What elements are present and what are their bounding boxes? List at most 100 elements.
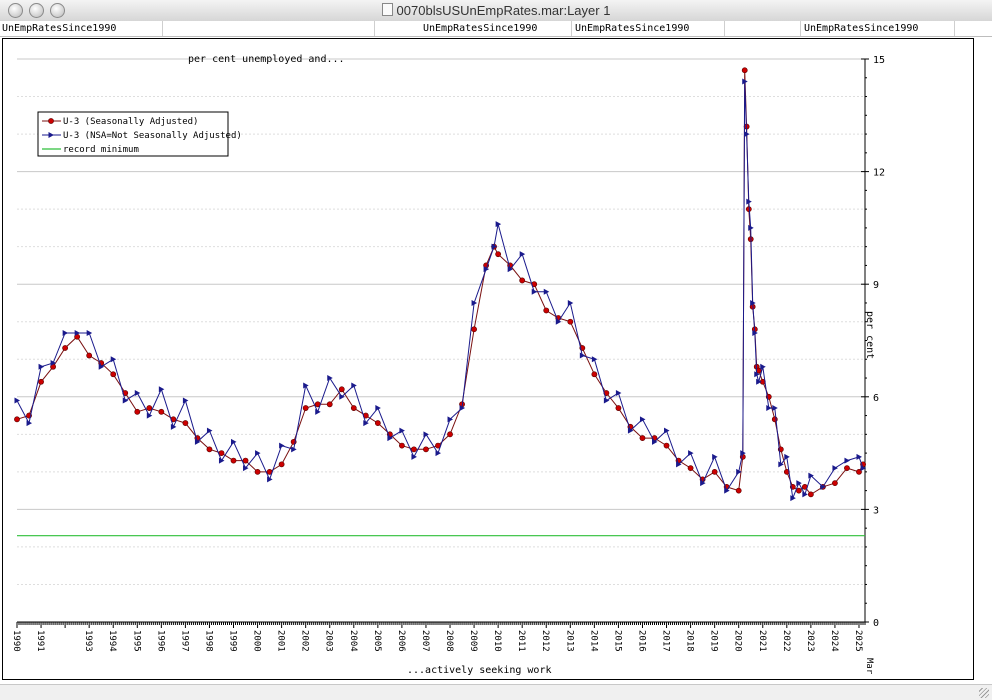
header-cell[interactable] [726,21,801,36]
data-point [754,371,760,378]
data-point [387,435,393,442]
x-tick-label: 2018 [685,630,695,652]
data-point [491,243,498,250]
header-cell[interactable]: UnEmpRatesSince1990 [421,21,572,36]
zoom-window-button[interactable] [50,3,65,18]
data-point [712,453,718,460]
x-tick-label: 1998 [203,630,213,652]
data-point [62,345,69,351]
data-point [844,457,850,464]
data-point [350,405,357,411]
legend: U-3 (Seasonally Adjusted) U-3 (NSA=Not Se… [37,111,242,157]
x-tick-label: 2001 [276,630,286,652]
data-point [302,405,309,411]
header-cell[interactable]: UnEmpRatesSince1990 [573,21,725,36]
x-axis-label: ...actively seeking work [407,665,552,676]
x-tick-label: 2006 [396,630,406,652]
resize-grip-icon[interactable] [979,688,989,698]
data-point [26,420,33,427]
data-point [206,446,213,453]
minimize-window-button[interactable] [29,3,44,18]
x-tick-label: 2009 [468,630,478,652]
data-point [856,468,862,475]
y-tick-label: 0 [873,618,879,629]
data-point [291,446,297,453]
y-tick-label: 9 [873,280,879,291]
data-point [742,78,748,85]
data-point [808,472,814,479]
document-icon [381,3,393,16]
data-point [375,405,381,412]
header-cell[interactable]: UnEmpRatesSince1990 [802,21,955,36]
data-point [278,461,285,468]
data-point [615,405,622,411]
data-point [543,307,550,314]
data-point [531,288,538,295]
data-point [399,442,405,449]
x-tick-label: 2024 [829,630,839,652]
data-point [736,468,742,475]
data-point [50,360,57,367]
x-tick-label: 2023 [805,630,815,652]
x-tick-label: 2011 [516,630,526,652]
data-point [591,356,598,363]
data-point [724,487,730,494]
window-titlebar[interactable]: 0070blsUSUnEmpRates.mar:Layer 1 [0,0,992,22]
x-tick-label: 2016 [636,630,646,652]
data-point [519,251,526,258]
data-point [242,457,249,464]
data-point [820,483,826,490]
x-tick-label: 2025 [853,630,863,652]
data-point [688,450,694,457]
header-cell[interactable] [165,21,375,36]
data-point [327,375,333,382]
data-point [170,423,177,430]
y-axis: 0 3 6 9 12 15 [861,55,885,629]
data-point [86,352,93,359]
data-point [627,427,634,434]
data-point [231,438,237,445]
data-point [735,487,742,494]
header-cell[interactable]: UnEmpRatesSince1990 [0,21,163,36]
data-point [519,277,526,284]
data-point [555,318,562,325]
x-tick-label: 2008 [444,630,454,652]
x-tick-label: 2013 [564,630,574,652]
data-point [711,468,718,475]
data-point [663,442,670,449]
x-tick-label: 1991 [35,630,45,652]
data-point [86,329,93,336]
data-point [750,299,756,306]
data-point [495,251,502,258]
x-tick-label: 1996 [155,630,165,652]
data-point [182,397,189,404]
x-tick-label: 1995 [131,630,141,652]
data-point [744,131,750,138]
chart-title: per cent unemployed and... [188,54,345,65]
y-tick-label: 12 [873,168,885,179]
close-window-button[interactable] [8,3,23,18]
legend-box [37,111,229,157]
data-point [615,390,622,397]
data-point [146,412,153,419]
data-point [74,329,81,336]
data-point [338,386,345,393]
window-title-wrap: 0070blsUSUnEmpRates.mar:Layer 1 [0,3,992,18]
data-point [740,450,746,457]
data-point [652,438,658,445]
x-end-label: Mar [864,658,874,675]
data-point [447,416,454,423]
data-point [158,386,165,393]
x-tick-label: 2020 [733,630,743,652]
data-point [507,266,514,273]
data-point [435,450,441,457]
x-tick-label: 2003 [324,630,334,652]
data-point [860,465,867,472]
data-point [363,420,369,427]
y-axis-label: per cent [864,311,875,359]
data-point [766,405,772,412]
data-point [14,397,20,404]
legend-marker [48,118,54,124]
x-tick-label: 2021 [757,630,767,652]
x-tick-label: 2022 [781,630,791,652]
